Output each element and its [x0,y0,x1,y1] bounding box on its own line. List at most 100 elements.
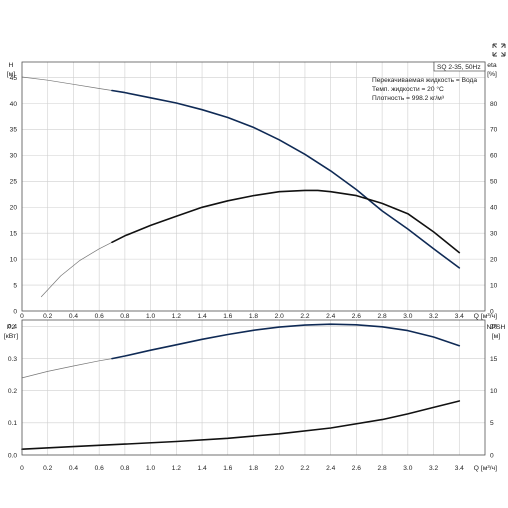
x-tick-label: 1.2 [172,313,181,320]
expand-arrows-icon[interactable] [492,43,506,57]
curve-series-0-0-extrapolated [21,76,113,91]
y-right-tick-label: 20 [490,256,498,263]
fluid-annotation: Перекачиваемая жидкость = Вода [372,77,477,84]
model-title-box [433,61,486,72]
curve-series-0-0 [111,89,461,269]
temperature-annotation: Темп. жидкости = 20 °C [372,85,444,93]
x-tick-label: 3.2 [429,465,438,472]
x-tick-label: 1.2 [172,465,181,472]
y-left-tick-label: 0.2 [8,388,17,395]
curve-series-0-1 [111,189,461,254]
y-right-tick-label: 20 [490,324,498,331]
curve-series-1-0-extrapolated [21,358,113,379]
y-left-tick-label: 30 [10,153,18,160]
x-tick-label: 3.0 [403,313,412,320]
y-left-tick-label: 35 [10,127,18,134]
x-tick-label: 0.8 [120,313,129,320]
y-left-tick-label: 10 [10,256,18,263]
x-tick-label: 0.6 [95,313,104,320]
y-left-tick-label: 45 [10,75,18,82]
y-right-tick-label: 0 [490,308,494,315]
head-efficiency-panel: 0 0.2 0.4 0.6 0.8 1.0 1.2 1.4 1.6 1.8 2.0 2.2 2.4 2.6… [7,61,498,320]
x-tick-label: 2.8 [378,465,387,472]
curve-series-1-1 [21,400,461,450]
lower-q-axis-label: Q [м³/ч] [474,465,497,472]
x-tick-label: 1.6 [223,313,232,320]
eta-axis-label: eta [487,62,497,69]
x-tick-label: 2.0 [275,465,284,472]
x-tick-label: 2.4 [326,313,335,320]
x-tick-label: 1.0 [146,313,155,320]
lower-left-tick-labels: 0.0 0.1 0.2 0.3 0.4 [8,324,17,460]
x-tick-label: 1.4 [197,313,206,320]
upper-plot-frame [21,61,486,312]
npsh-axis-label: NPSH [487,324,506,331]
y-right-tick-label: 70 [490,127,498,134]
y-left-tick-label: 0.4 [8,324,17,331]
x-tick-label: 0.8 [120,465,129,472]
eta-axis-unit: [%] [487,71,497,78]
x-tick-label: 2.2 [300,465,309,472]
x-tick-label: 3.4 [455,313,464,320]
x-tick-label: 0.4 [69,465,78,472]
x-tick-label: 1.0 [146,465,155,472]
y-left-tick-label: 5 [13,282,17,289]
upper-left-tick-labels: 0 5 10 15 20 25 30 35 40 45 [10,75,18,315]
curve-series-0-1-extrapolated [40,241,113,298]
x-tick-label: 2.0 [275,313,284,320]
y-right-tick-label: 60 [490,153,498,160]
x-tick-label: 1.6 [223,465,232,472]
upper-x-tick-labels: 0 0.2 0.4 0.6 0.8 1.0 1.2 1.4 1.6 1.8 2.0 2.2 2.4 2.6… [20,313,464,320]
upper-right-tick-labels: 0 10 20 30 40 50 60 70 80 [490,101,498,315]
y-right-tick-label: 50 [490,179,498,186]
y-right-tick-label: 30 [490,230,498,237]
x-tick-label: 1.4 [197,465,206,472]
curve-series-1-0 [111,323,461,360]
upper-curves [21,76,461,298]
x-tick-label: 3.0 [403,465,412,472]
x-tick-label: 2.4 [326,465,335,472]
npsh-axis-unit: [м] [492,333,501,340]
y-left-tick-label: 40 [10,101,18,108]
x-tick-label: 0.4 [69,313,78,320]
y-right-tick-label: 15 [490,356,498,363]
x-tick-label: 2.2 [300,313,309,320]
power-npsh-panel: 0 0.2 0.4 0.6 0.8 1.0 1.2 1.4 1.6 1.8 2.0 2.2 2.4 2.6… [4,319,506,472]
y-right-tick-label: 80 [490,101,498,108]
p2-axis-label: P2 [7,324,16,331]
y-left-tick-label: 25 [10,179,18,186]
y-left-tick-label: 0.0 [8,452,17,459]
x-tick-label: 0 [20,465,24,472]
x-tick-label: 2.6 [352,313,361,320]
y-right-tick-label: 40 [490,205,498,212]
lower-x-tick-labels: 0 0.2 0.4 0.6 0.8 1.0 1.2 1.4 1.6 1.8 2.0 2.2 2.4 2.6… [20,465,464,472]
x-tick-label: 0.2 [43,313,52,320]
density-annotation: Плотность = 998.2 кг/м³ [372,95,445,102]
y-left-tick-label: 0.3 [8,356,17,363]
p2-axis-unit: [кВт] [4,333,18,340]
upper-grid [21,62,485,312]
x-tick-label: 2.6 [352,465,361,472]
lower-grid [21,320,485,456]
x-tick-label: 3.2 [429,313,438,320]
lower-plot-frame [21,319,486,456]
x-tick-label: 1.8 [249,313,258,320]
x-tick-label: 1.8 [249,465,258,472]
upper-q-axis-label: Q [м³/ч] [474,313,497,320]
h-axis-label: H [9,62,14,69]
y-right-tick-label: 0 [490,452,494,459]
x-tick-label: 3.4 [455,465,464,472]
x-tick-label: 0.2 [43,465,52,472]
x-tick-label: 0.6 [95,465,104,472]
x-tick-label: 0 [20,313,24,320]
y-right-tick-label: 5 [490,420,494,427]
x-tick-label: 2.8 [378,313,387,320]
y-left-tick-label: 0 [13,308,17,315]
y-right-tick-label: 10 [490,282,498,289]
y-right-tick-label: 10 [490,388,498,395]
y-left-tick-label: 0.1 [8,420,17,427]
lower-curves [21,323,461,450]
h-axis-unit: [м] [7,71,16,78]
lower-right-tick-labels: 0 5 10 15 20 [490,324,498,460]
